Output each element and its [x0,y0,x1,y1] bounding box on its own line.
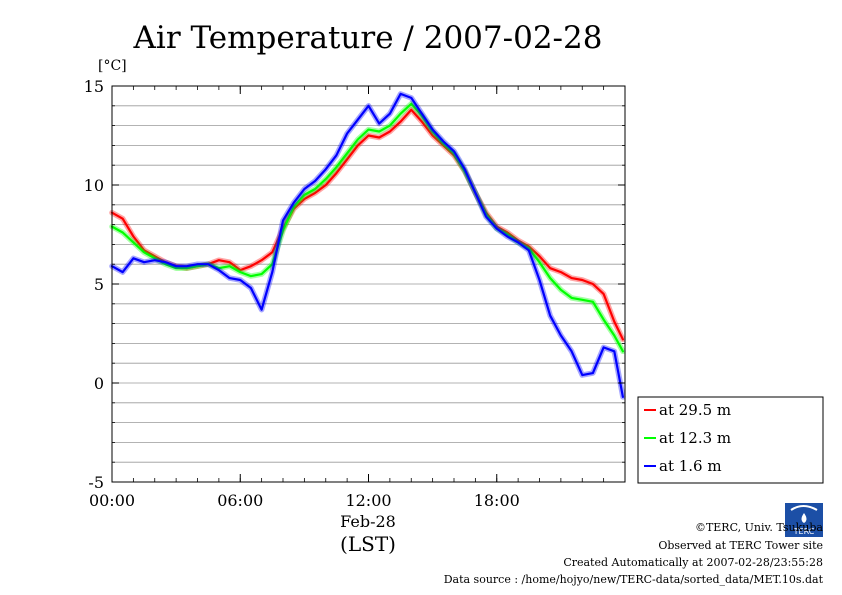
x-axis-label: (LST) [340,532,396,556]
y-tick-label: 15 [84,77,104,96]
droplet-icon [801,513,807,523]
series-layer [109,91,626,400]
credit-copyright: ©TERC, Univ. Tsukuba [695,521,823,534]
y-tick-label: 5 [94,275,104,294]
axis-ticks: -5 0 5 10 15 00:00 06:00 12:00 18:00 [84,77,626,510]
x-tick-label: 06:00 [217,491,263,510]
x-tick-label: 12:00 [345,491,391,510]
legend-label: at 1.6 m [659,457,722,475]
legend-items: at 29.5 m at 12.3 m at 1.6 m [644,401,731,475]
y-tick-label: 10 [84,176,104,195]
terc-logo: TERC [785,503,823,537]
x-axis-date: Feb-28 [340,512,396,531]
wave-icon [790,505,818,511]
chart-title: Air Temperature / 2007-02-28 [133,20,603,56]
x-tick-label: 00:00 [89,491,135,510]
series-line [110,92,625,398]
terc-logo-text: TERC [793,527,815,536]
y-tick-label: -5 [88,473,104,492]
credit-source: Data source : /home/hojyo/new/TERC-data/… [444,573,824,586]
legend-label: at 29.5 m [659,401,731,419]
legend-label: at 12.3 m [659,429,731,447]
y-axis-unit: [°C] [98,58,127,74]
legend-box [637,396,824,484]
credit-observed: Observed at TERC Tower site [658,539,823,552]
legend: at 29.5 m at 12.3 m at 1.6 m [637,396,824,484]
x-tick-label: 18:00 [474,491,520,510]
credit-created: Created Automatically at 2007-02-28/23:5… [563,556,823,569]
series-line [110,102,625,353]
grid [112,105,625,463]
y-tick-label: 0 [94,374,104,393]
